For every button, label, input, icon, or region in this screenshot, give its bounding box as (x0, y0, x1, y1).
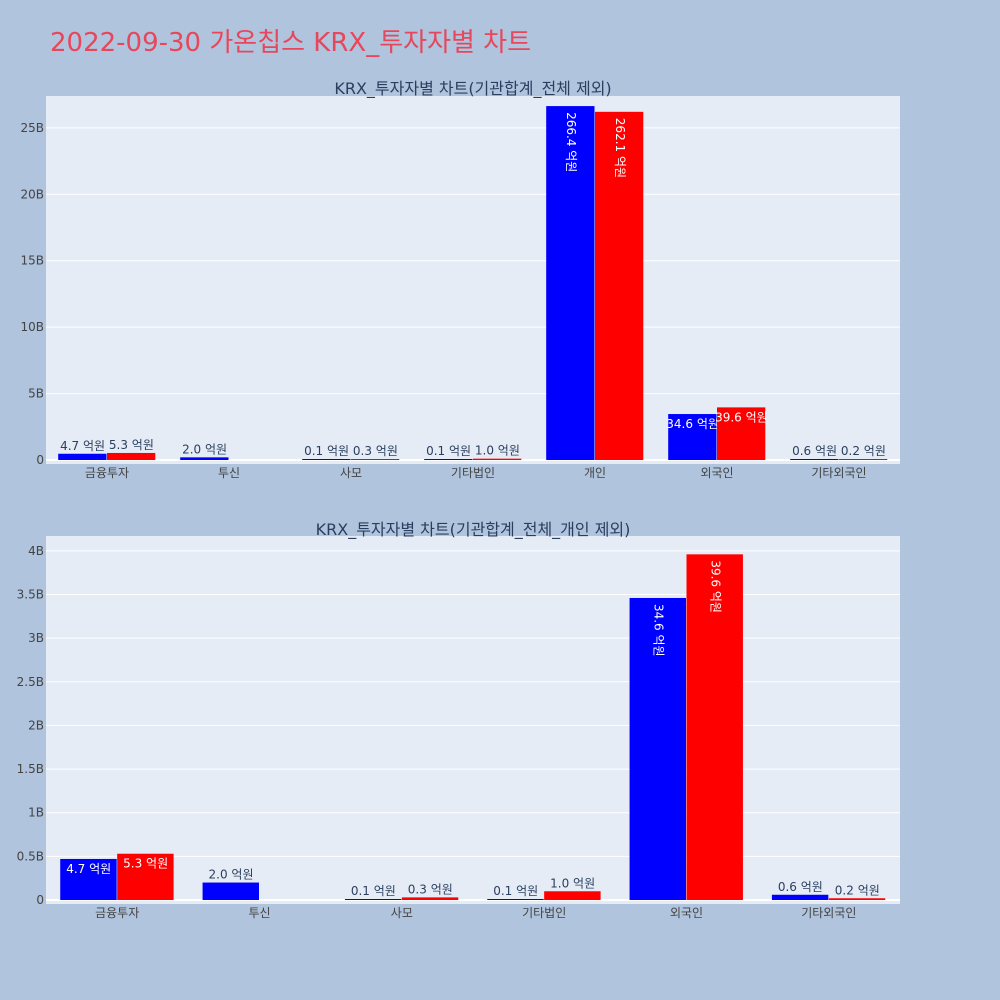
chart-title: KRX_투자자별 차트(기관합계_전체 제외) (334, 79, 611, 99)
x-category-label: 금융투자 (95, 906, 139, 920)
chart-title: KRX_투자자별 차트(기관합계_전체_개인 제외) (316, 520, 631, 540)
bar-series-1 (58, 453, 107, 460)
bar-series-2 (686, 554, 743, 900)
data-label: 5.3 억원 (109, 438, 154, 452)
y-tick-label: 10B (20, 320, 44, 334)
x-category-label: 기타외국인 (801, 906, 856, 920)
bar-series-1 (771, 894, 829, 900)
bar-series-1 (424, 459, 473, 460)
data-label: 5.3 억원 (123, 857, 168, 871)
bar-series-2 (401, 897, 459, 900)
y-tick-label: 1B (28, 806, 44, 820)
data-label: 34.6 억원 (666, 417, 719, 431)
x-category-label: 기타외국인 (811, 466, 866, 480)
y-tick-label: 2.5B (17, 675, 44, 689)
data-label: 266.4 억원 (564, 112, 578, 172)
data-label: 0.2 억원 (835, 883, 880, 897)
data-label: 262.1 억원 (613, 118, 627, 178)
bar-series-1 (60, 858, 117, 900)
y-tick-label: 5B (28, 387, 44, 401)
bar-series-2 (473, 458, 522, 460)
bar-series-1 (202, 882, 259, 900)
plot-area (46, 536, 900, 904)
data-label: 0.2 억원 (841, 444, 886, 458)
chart-panel-1: 0 5B 10B 15B 20B 25B KRX_투자자별 차트(기관합계_전체 제외) 금융… (20, 79, 900, 480)
y-tick-label: 0.5B (17, 849, 44, 863)
x-category-label: 사모 (391, 906, 413, 920)
bar-series-1 (668, 414, 717, 460)
y-tick-label: 0 (36, 893, 44, 907)
x-category-label: 투신 (248, 906, 270, 920)
y-tick-label: 0 (36, 453, 44, 467)
x-category-label: 금융투자 (85, 466, 129, 480)
x-category-label: 기타법인 (522, 906, 566, 920)
x-category-label: 개인 (584, 466, 606, 480)
bar-series-1 (546, 106, 595, 461)
data-label: 1.0 억원 (475, 444, 520, 458)
y-tick-label: 15B (20, 254, 44, 268)
bar-series-1 (302, 459, 351, 460)
data-label: 0.3 억원 (353, 444, 398, 458)
data-label: 2.0 억원 (182, 442, 227, 456)
bar-series-1 (180, 457, 229, 460)
data-label: 0.6 억원 (778, 880, 823, 894)
bar-series-2 (839, 459, 888, 460)
data-label: 2.0 억원 (209, 868, 254, 882)
bar-series-2 (544, 891, 601, 900)
y-tick-label: 2B (28, 718, 44, 732)
x-category-label: 외국인 (670, 906, 703, 920)
x-category-label: 사모 (340, 466, 362, 480)
y-tick-label: 4B (28, 544, 44, 558)
y-tick-label: 3.5B (17, 587, 44, 601)
page-title: 2022-09-30 가온칩스 KRX_투자자별 차트 (50, 28, 532, 58)
bar-series-2 (717, 407, 766, 460)
bar-series-2 (107, 452, 156, 460)
data-label: 0.3 억원 (408, 882, 453, 896)
data-label: 0.1 억원 (426, 444, 471, 458)
plot-area (46, 96, 900, 464)
x-category-label: 기타법인 (451, 466, 495, 480)
data-label: 34.6 억원 (652, 604, 666, 657)
x-category-label: 외국인 (700, 466, 733, 480)
data-label: 4.7 억원 (60, 439, 105, 453)
bar-series-2 (351, 459, 400, 460)
bar-series-1 (790, 459, 839, 460)
bar-series-1 (344, 899, 402, 900)
data-label: 39.6 억원 (715, 410, 768, 424)
bar-series-2 (117, 853, 174, 900)
y-tick-label: 3B (28, 631, 44, 645)
bar-series-2 (828, 898, 886, 900)
data-label: 0.1 억원 (304, 444, 349, 458)
data-label: 0.1 억원 (351, 884, 396, 898)
data-label: 4.7 억원 (66, 862, 111, 876)
data-label: 0.6 억원 (792, 444, 837, 458)
data-label: 1.0 억원 (550, 876, 595, 890)
x-category-label: 투신 (218, 466, 240, 480)
bar-series-1 (487, 899, 544, 900)
y-tick-label: 20B (20, 187, 44, 201)
bar-series-2 (595, 111, 644, 460)
data-label: 0.1 억원 (493, 884, 538, 898)
y-tick-label: 25B (20, 121, 44, 135)
data-label: 39.6 억원 (708, 560, 722, 613)
y-tick-label: 1.5B (17, 762, 44, 776)
bar-series-1 (629, 597, 686, 900)
chart-panel-2: 0 0.5B 1B 1.5B 2B 2.5B 3B 3.5B 4B KRX_투자자별 차트(기관합… (17, 520, 900, 920)
